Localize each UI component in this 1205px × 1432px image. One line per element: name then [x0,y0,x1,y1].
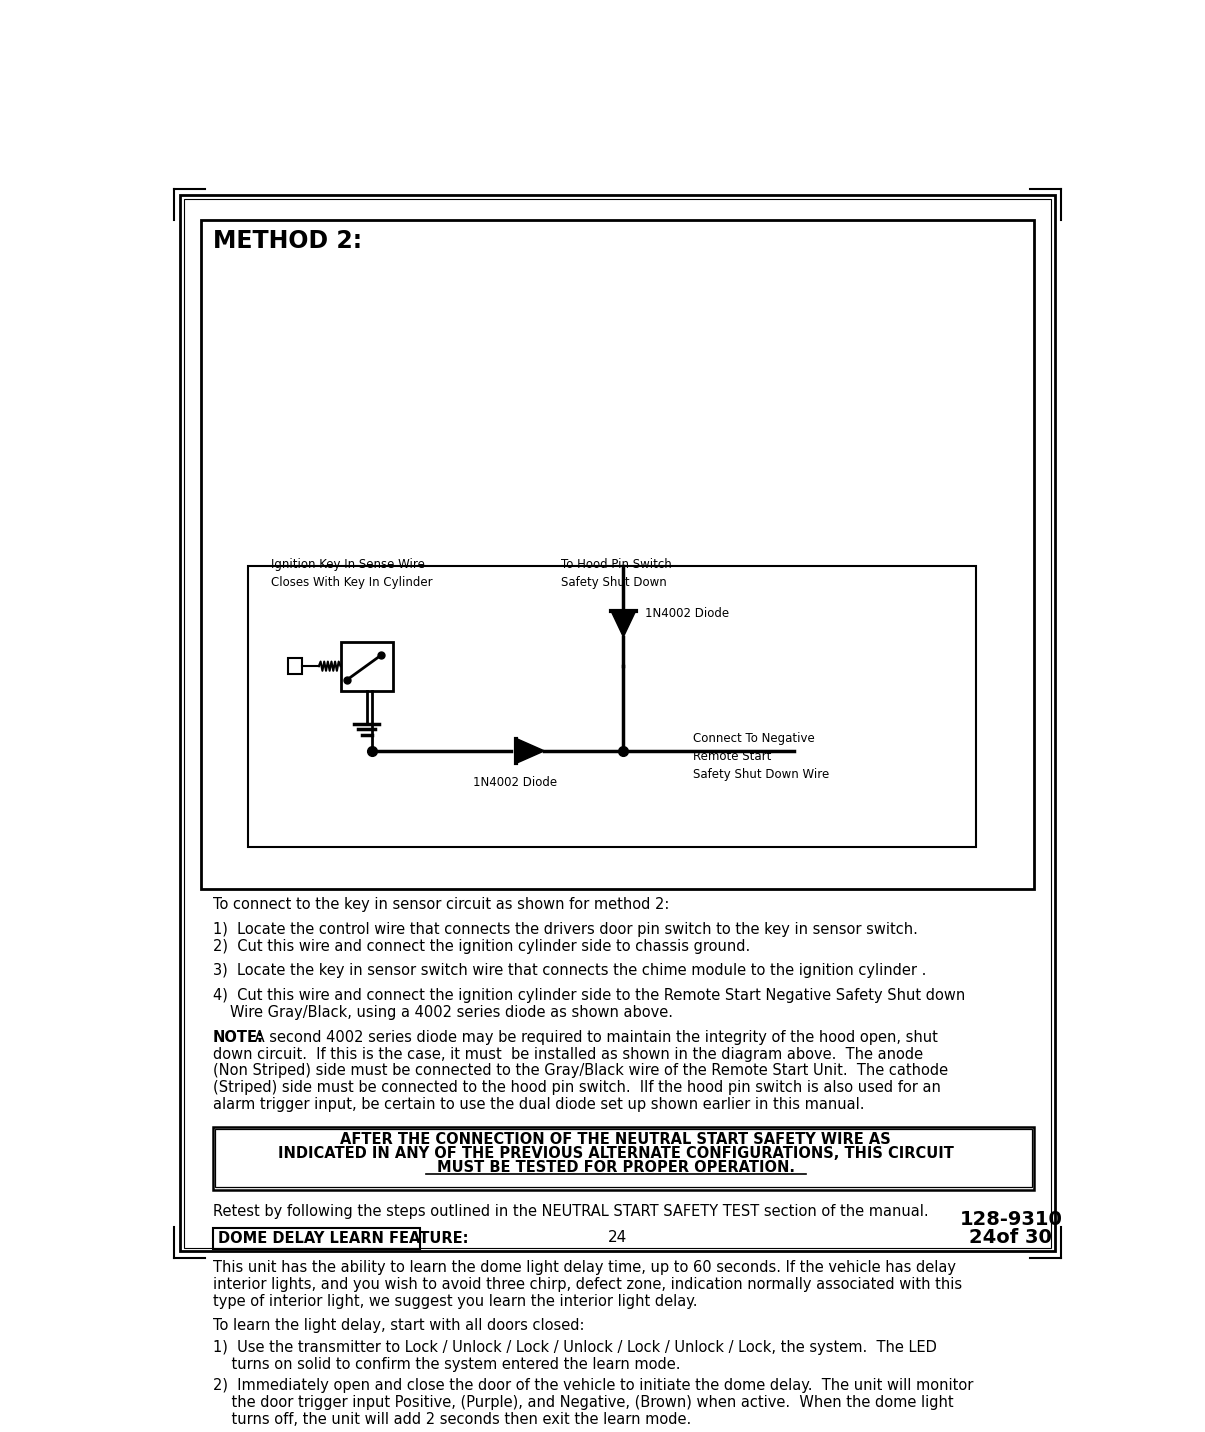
Bar [341,642,393,690]
Polygon shape [611,610,636,637]
Text: INDICATED IN ANY OF THE PREVIOUS ALTERNATE CONFIGURATIONS, THIS CIRCUIT: INDICATED IN ANY OF THE PREVIOUS ALTERNA… [277,1146,953,1161]
Text: Ignition Key In Sense Wire
Closes With Key In Cylinder: Ignition Key In Sense Wire Closes With K… [271,558,433,590]
Text: 24: 24 [607,1230,627,1244]
Polygon shape [517,739,545,763]
Text: Retest by following the steps outlined in the NEUTRAL START SAFETY TEST section : Retest by following the steps outlined i… [212,1204,928,1219]
Bar [247,566,976,848]
Text: turns on solid to confirm the system entered the learn mode.: turns on solid to confirm the system ent… [212,1358,680,1372]
Bar [214,1128,1031,1187]
Text: To connect to the key in sensor circuit as shown for method 2:: To connect to the key in sensor circuit … [212,898,669,912]
Text: interior lights, and you wish to avoid three chirp, defect zone, indication norm: interior lights, and you wish to avoid t… [212,1277,962,1292]
Text: type of interior light, we suggest you learn the interior light delay.: type of interior light, we suggest you l… [212,1293,698,1309]
Text: To learn the light delay, start with all doors closed:: To learn the light delay, start with all… [212,1319,584,1333]
Bar [288,659,301,674]
Text: 2)  Cut this wire and connect the ignition cylinder side to chassis ground.: 2) Cut this wire and connect the ignitio… [212,939,750,954]
Text: Connect To Negative
Remote Start
Safety Shut Down Wire: Connect To Negative Remote Start Safety … [693,732,829,780]
Text: 4)  Cut this wire and connect the ignition cylinder side to the Remote Start Neg: 4) Cut this wire and connect the ignitio… [212,988,965,1002]
Text: METHOD 2:: METHOD 2: [212,229,362,253]
Text: 128-9310: 128-9310 [959,1210,1063,1229]
Text: (Non Striped) side must be connected to the Gray/Black wire of the Remote Start : (Non Striped) side must be connected to … [212,1064,948,1078]
Text: the door trigger input Positive, (Purple), and Negative, (Brown) when active.  W: the door trigger input Positive, (Purple… [212,1395,953,1411]
Text: 1)  Locate the control wire that connects the drivers door pin switch to the key: 1) Locate the control wire that connects… [212,922,917,937]
Text: A second 4002 series diode may be required to maintain the integrity of the hood: A second 4002 series diode may be requir… [249,1030,937,1044]
Text: turns off, the unit will add 2 seconds then exit the learn mode.: turns off, the unit will add 2 seconds t… [212,1412,690,1428]
Text: 2)  Immediately open and close the door of the vehicle to initiate the dome dela: 2) Immediately open and close the door o… [212,1379,972,1393]
Bar [212,1127,1034,1190]
Text: 1)  Use the transmitter to Lock / Unlock / Lock / Unlock / Lock / Unlock / Lock,: 1) Use the transmitter to Lock / Unlock … [212,1340,936,1355]
Text: Wire Gray/Black, using a 4002 series diode as shown above.: Wire Gray/Black, using a 4002 series dio… [230,1005,672,1020]
Text: NOTE:: NOTE: [212,1030,264,1044]
Text: MUST BE TESTED FOR PROPER OPERATION.: MUST BE TESTED FOR PROPER OPERATION. [436,1160,794,1174]
Text: AFTER THE CONNECTION OF THE NEUTRAL START SAFETY WIRE AS: AFTER THE CONNECTION OF THE NEUTRAL STAR… [340,1133,890,1147]
Bar [201,219,1034,889]
Text: To Hood Pin Switch
Safety Shut Down: To Hood Pin Switch Safety Shut Down [562,558,672,590]
Bar [212,1229,421,1249]
Text: 1N4002 Diode: 1N4002 Diode [645,607,729,620]
Text: down circuit.  If this is the case, it must  be installed as shown in the diagra: down circuit. If this is the case, it mu… [212,1047,923,1061]
Text: DOME DELAY LEARN FEATURE:: DOME DELAY LEARN FEATURE: [218,1232,469,1246]
Text: (Striped) side must be connected to the hood pin switch.  IIf the hood pin switc: (Striped) side must be connected to the … [212,1080,940,1095]
Text: 3)  Locate the key in sensor switch wire that connects the chime module to the i: 3) Locate the key in sensor switch wire … [212,964,925,978]
Text: This unit has the ability to learn the dome light delay time, up to 60 seconds. : This unit has the ability to learn the d… [212,1260,956,1274]
Text: 1N4002 Diode: 1N4002 Diode [472,776,557,789]
Text: alarm trigger input, be certain to use the dual diode set up shown earlier in th: alarm trigger input, be certain to use t… [212,1097,864,1113]
Text: 24of 30: 24of 30 [970,1229,1052,1247]
